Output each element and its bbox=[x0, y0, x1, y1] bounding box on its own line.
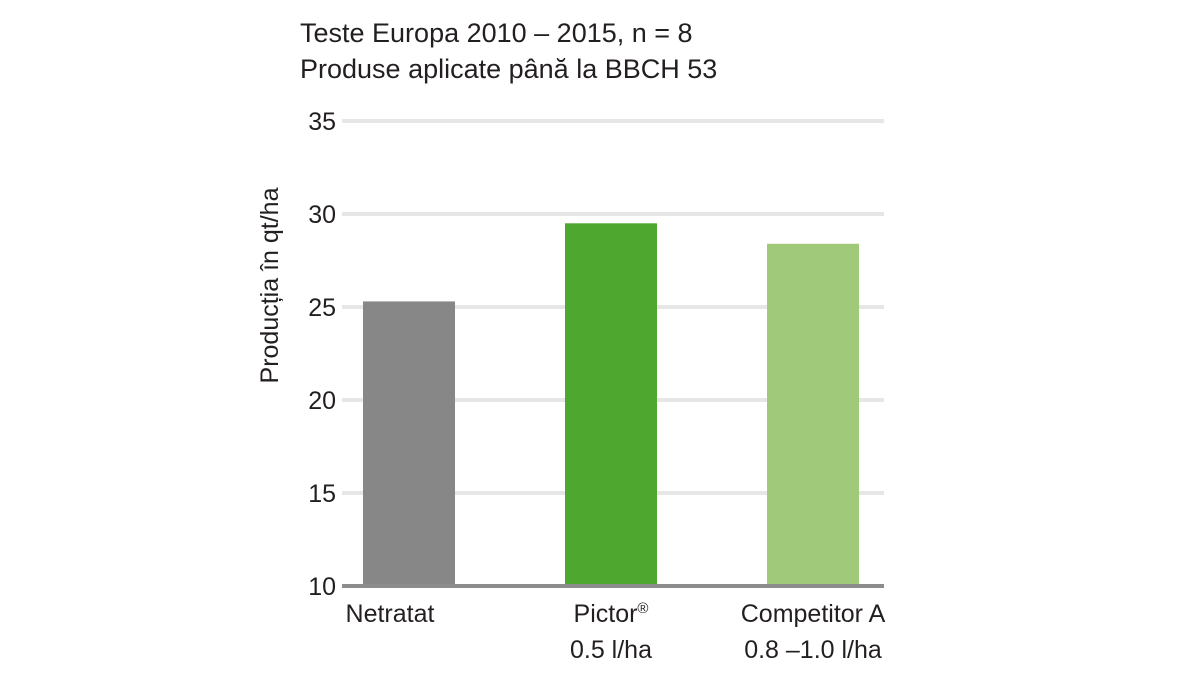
x-category-label: Netratat bbox=[346, 600, 435, 628]
registered-mark: ® bbox=[637, 600, 648, 617]
y-tick-label: 25 bbox=[308, 294, 336, 322]
y-tick-label: 10 bbox=[308, 573, 336, 601]
x-category-label-text: 0.8 –1.0 l/ha bbox=[744, 636, 882, 664]
bar bbox=[767, 243, 859, 586]
chart-title-line: Produse aplicate până la BBCH 53 bbox=[300, 54, 717, 84]
chart-title: Teste Europa 2010 – 2015, n = 8 Produse a… bbox=[300, 18, 717, 84]
x-category-label-text: 0.5 l/ha bbox=[570, 636, 652, 664]
x-category-label-text: Netratat bbox=[346, 600, 435, 628]
chart-title-line: Teste Europa 2010 – 2015, n = 8 bbox=[300, 18, 693, 48]
x-axis-categories: Netratat Pictor® 0.5 l/ha Competitor A 0.8 –… bbox=[346, 600, 886, 664]
y-axis-ticks: 10 15 20 25 30 35 bbox=[308, 108, 336, 601]
x-category-label: 0.5 l/ha bbox=[570, 636, 652, 664]
x-category-label: Competitor A bbox=[741, 600, 886, 628]
y-axis-label: Producția în qt/ha bbox=[256, 187, 284, 383]
y-tick-label: 35 bbox=[308, 108, 336, 136]
x-category-label: Pictor® bbox=[574, 600, 649, 628]
y-tick-label: 30 bbox=[308, 201, 336, 229]
y-tick-label: 15 bbox=[308, 480, 336, 508]
y-tick-label: 20 bbox=[308, 387, 336, 415]
x-category-label: 0.8 –1.0 l/ha bbox=[744, 636, 882, 664]
bar bbox=[565, 223, 657, 587]
x-category-label-text: Competitor A bbox=[741, 600, 886, 628]
bars bbox=[363, 223, 859, 587]
x-category-label-text: Pictor bbox=[574, 600, 638, 628]
bar bbox=[363, 301, 455, 586]
